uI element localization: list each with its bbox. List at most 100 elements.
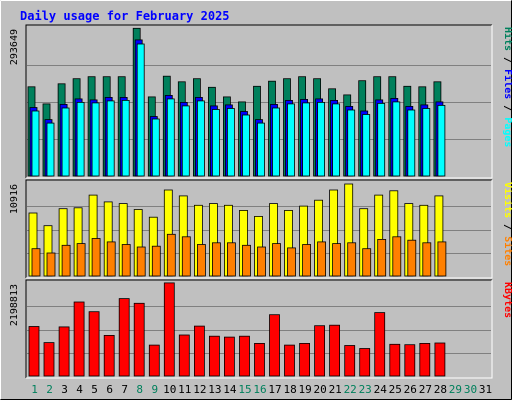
bar-kbytes-day-13 [208,335,220,377]
bar-kbytes-day-7 [118,298,130,377]
bar-kbytes-day-15 [239,335,250,377]
bar-pages-day-1 [31,110,40,177]
x-tick-label: 27 [419,383,432,396]
bar-pages-day-25 [392,101,401,177]
bar-sites-day-19 [302,244,312,277]
legend-entry: Hits [502,27,512,51]
legend-entry: Files [502,69,512,99]
panel-border [26,25,493,179]
bar-pages-day-7 [121,100,130,177]
bar-pages-day-4 [76,102,85,177]
x-tick-label: 23 [359,383,372,396]
x-tick-label: 19 [298,383,311,396]
bar-pages-day-10 [166,98,175,177]
chart-title: Daily usage for February 2025 [20,9,230,23]
bar-pages-day-17 [272,107,280,177]
legend-entry: Sites [502,236,512,266]
bar-kbytes-day-8 [133,302,145,377]
x-tick-label: 24 [374,383,388,396]
bar-kbytes-day-12 [193,325,205,377]
bar-pages-day-6 [106,100,115,177]
y-axis-max-label: 10916 [9,184,20,214]
bar-kbytes-day-23 [359,348,371,377]
bar-kbytes-day-6 [103,334,115,377]
x-tick-label: 12 [193,383,206,396]
bar-pages-day-13 [211,109,220,177]
bar-kbytes-day-26 [404,344,416,377]
x-tick-label: 8 [136,383,143,396]
bar-kbytes-day-4 [73,301,85,377]
bar-sites-day-4 [76,243,86,277]
bar-sites-day-8 [136,246,146,277]
bar-sites-day-28 [437,241,447,277]
x-tick-label: 13 [208,383,221,396]
panel-hits-files-pages: 293649 Hits / Files / Pages [9,24,512,179]
bar-kbytes-day-25 [389,343,401,377]
bar-sites-day-10 [166,233,176,277]
panel-kbytes: 2198813 KBytes [9,279,512,379]
legend-entry: Visits [502,182,512,218]
x-tick-label: 14 [223,383,237,396]
x-tick-label: 31 [479,383,492,396]
bar-pages-day-19 [302,102,311,177]
bar-pages-day-5 [91,102,100,177]
bar-pages-day-15 [242,114,250,177]
bar-kbytes-day-3 [58,326,70,377]
panel-border [26,280,493,379]
x-tick-label: 11 [178,383,191,396]
x-tick-label: 2 [46,383,53,396]
x-tick-label: 9 [151,383,158,396]
bar-kbytes-day-22 [344,345,356,377]
bar-kbytes-day-27 [419,342,431,377]
legend-entry: / [502,51,512,69]
x-tick-label: 5 [91,383,98,396]
x-tick-label: 30 [464,383,477,396]
bar-sites-day-25 [392,236,402,277]
legend-entry: KBytes [502,282,512,318]
bar-kbytes-day-14 [223,336,235,377]
chart-panels: 293649 Hits / Files / Pages 10916 Visits / … [9,24,512,379]
bar-kbytes-day-24 [374,312,386,377]
bar-sites-day-9 [151,245,161,277]
x-axis-tick-labels: 1 2 3 4 5 6 7 8 9 10 11 12 13 14 15 16 17 18 19 20 21 22 23 24 2… [31,383,492,396]
bar-pages-day-22 [347,109,356,177]
bar-sites-day-18 [287,247,296,277]
bar-kbytes-day-21 [329,324,341,377]
series-legend: KBytes [502,282,512,318]
bar-kbytes-day-19 [299,342,311,377]
bar-sites-day-17 [272,243,281,277]
bar-sites-day-14 [226,242,236,277]
bar-sites-day-15 [242,244,251,277]
bar-pages-day-24 [377,103,386,177]
x-tick-label: 15 [238,383,251,396]
x-tick-label: 25 [389,383,402,396]
bar-pages-day-16 [257,122,265,177]
bar-pages-day-21 [332,103,341,177]
bar-sites-day-22 [347,242,357,277]
panel-border [25,179,492,278]
bar-sites-day-23 [362,248,372,277]
bar-pages-day-28 [437,105,446,177]
legend-entry: / [502,218,512,236]
x-tick-label: 26 [404,383,417,396]
bar-sites-day-13 [211,242,221,277]
bar-kbytes-day-16 [254,342,265,377]
bar-pages-day-2 [46,122,55,177]
x-tick-label: 10 [163,383,176,396]
bar-sites-day-27 [422,242,432,277]
bar-kbytes-day-18 [284,344,295,377]
bar-sites-day-24 [377,238,387,277]
legend-entry: Pages [502,117,512,147]
panel-border [25,24,492,178]
bar-sites-day-26 [407,239,417,277]
bar-kbytes-day-17 [269,314,280,377]
bar-sites-day-2 [46,252,56,277]
x-tick-label: 16 [253,383,266,396]
bar-pages-day-20 [317,102,326,177]
bar-pages-day-23 [362,114,371,177]
bar-kbytes-day-11 [178,334,190,377]
y-axis-max-label: 2198813 [9,284,20,326]
bar-pages-day-12 [196,100,205,177]
bar-sites-day-21 [332,243,342,277]
